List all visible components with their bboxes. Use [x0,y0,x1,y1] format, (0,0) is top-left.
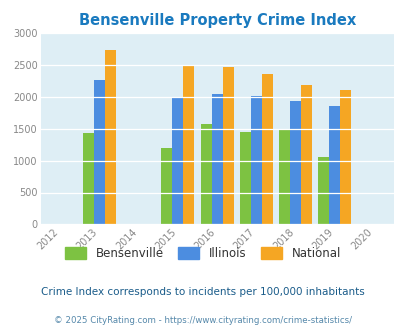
Bar [222,67,233,224]
Title: Bensenville Property Crime Index: Bensenville Property Crime Index [79,13,355,28]
Text: © 2025 CityRating.com - https://www.cityrating.com/crime-statistics/: © 2025 CityRating.com - https://www.city… [54,315,351,325]
Bar [211,94,222,224]
Bar [183,66,194,224]
Bar [250,96,261,224]
Bar [161,148,172,224]
Bar [301,85,311,224]
Bar [172,97,183,224]
Bar [318,157,328,224]
Bar [94,80,105,224]
Bar [279,129,290,224]
Bar [239,132,250,224]
Legend: Bensenville, Illinois, National: Bensenville, Illinois, National [62,244,343,264]
Bar [328,106,340,224]
Bar [290,101,301,224]
Bar [340,90,351,224]
Bar [200,124,211,224]
Bar [261,74,272,224]
Bar [105,50,116,224]
Bar [83,133,94,224]
Text: Crime Index corresponds to incidents per 100,000 inhabitants: Crime Index corresponds to incidents per… [41,287,364,297]
